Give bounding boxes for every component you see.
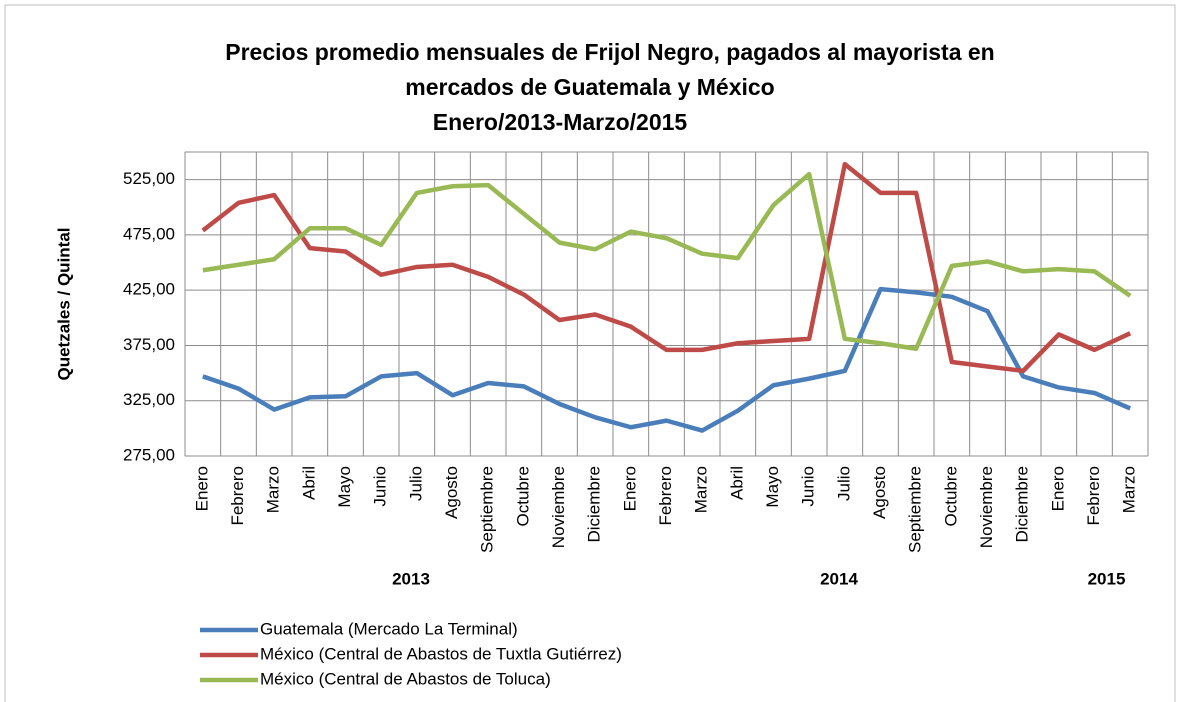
legend-label: Guatemala (Mercado La Terminal) [260,619,518,638]
x-tick-label: Junio [799,466,818,507]
x-tick-label: Noviembre [549,466,568,548]
chart-frame [4,4,1176,702]
x-tick-label: Enero [192,466,211,511]
x-tick-label: Enero [1048,466,1067,511]
y-tick-label: 325,00 [123,390,175,409]
x-tick-label: Septiembre [906,466,925,553]
legend-label: México (Central de Abastos de Toluca) [260,669,551,688]
x-tick-label: Octubre [941,466,960,526]
x-tick-label: Febrero [656,466,675,526]
x-tick-label: Marzo [264,466,283,513]
y-axis-label: Quetzales / Quintal [54,227,73,380]
chart-title: Precios promedio mensuales de Frijol Neg… [225,39,994,65]
x-tick-label: Marzo [1120,466,1139,513]
chart-title: Enero/2013-Marzo/2015 [433,109,688,135]
x-tick-label: Junio [371,466,390,507]
year-label: 2014 [820,569,858,588]
x-tick-label: Abril [299,466,318,500]
x-tick-label: Febrero [1084,466,1103,526]
x-tick-label: Enero [620,466,639,511]
series-line [201,161,1132,374]
y-tick-label: 525,00 [123,169,175,188]
x-tick-label: Julio [834,466,853,501]
x-tick-label: Septiembre [478,466,497,553]
y-tick-label: 375,00 [123,335,175,354]
x-tick-label: Agosto [442,466,461,519]
series-line [202,286,1132,433]
x-tick-label: Marzo [692,466,711,513]
x-tick-label: Mayo [335,466,354,508]
x-tick-label: Diciembre [1013,466,1032,543]
x-tick-label: Abril [727,466,746,500]
x-tick-label: Febrero [228,466,247,526]
x-tick-label: Mayo [763,466,782,508]
x-tick-label: Julio [406,466,425,501]
y-tick-label: 475,00 [123,224,175,243]
legend-label: México (Central de Abastos de Tuxtla Gut… [260,644,622,663]
y-tick-label: 425,00 [123,280,175,299]
x-tick-label: Noviembre [977,466,996,548]
x-tick-label: Agosto [870,466,889,519]
series-line [202,171,1132,352]
y-tick-label: 275,00 [123,445,175,464]
x-tick-label: Diciembre [585,466,604,543]
year-label: 2013 [392,569,430,588]
x-tick-label: Octubre [513,466,532,526]
year-label: 2015 [1088,569,1126,588]
chart-title: mercados de Guatemala y México [405,74,774,100]
